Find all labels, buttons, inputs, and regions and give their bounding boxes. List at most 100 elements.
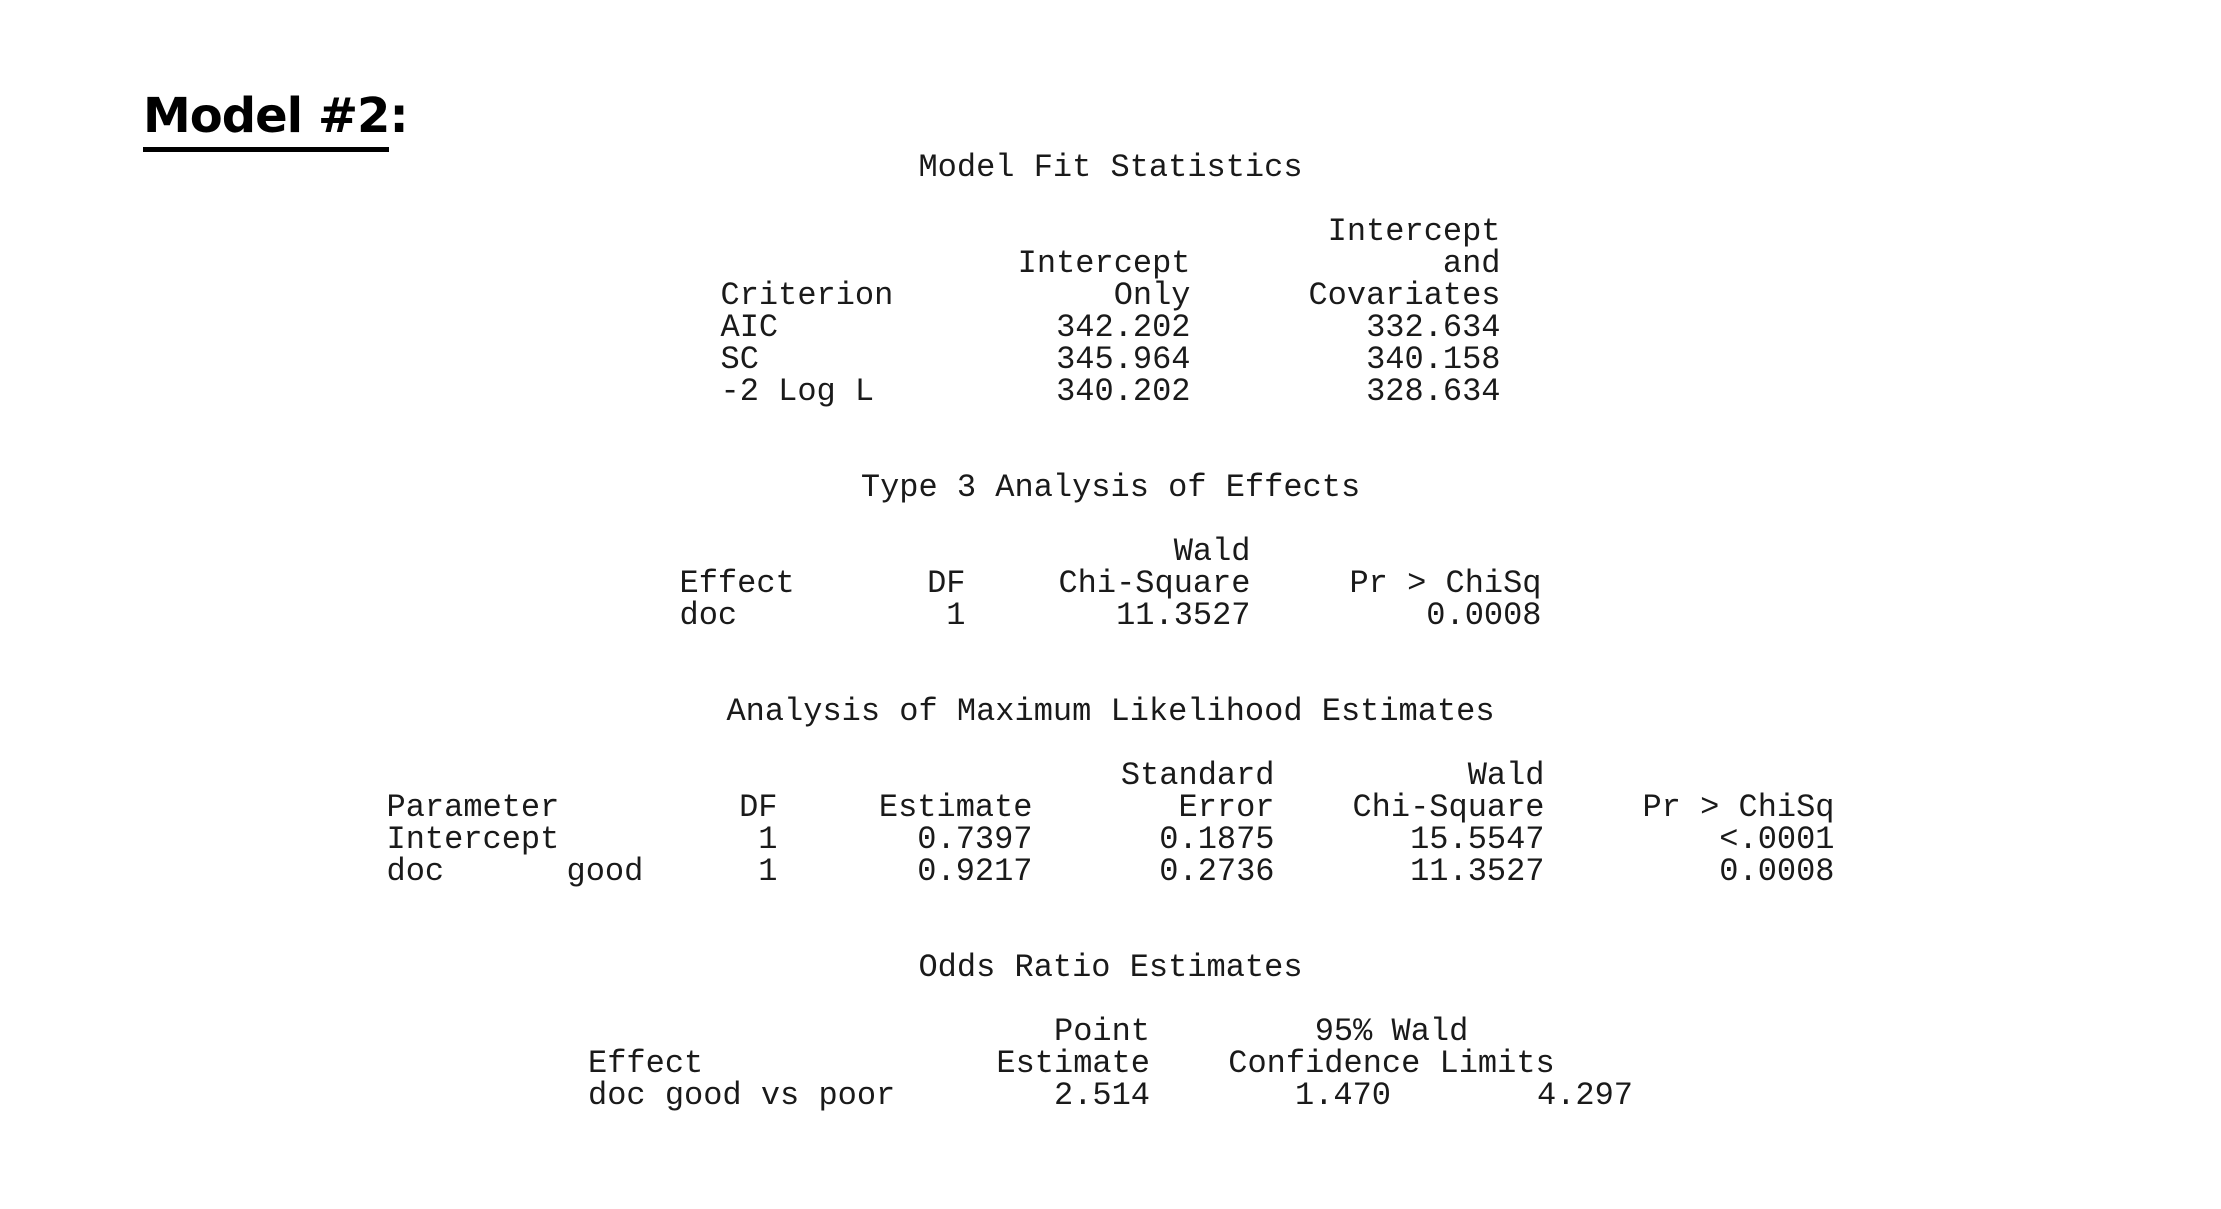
col-header xyxy=(671,760,778,792)
cell-estimate: 0.7397 xyxy=(917,821,1033,858)
table-row: doc good 1 0.9217 0.2736 11.3527 0.0008 xyxy=(387,856,1835,888)
col-header xyxy=(567,792,671,824)
cell-level: good xyxy=(566,853,644,890)
col-header: Chi-Square xyxy=(1058,565,1251,602)
header-row: Criterion Only Covariates xyxy=(721,280,1501,312)
col-header xyxy=(588,1016,908,1048)
col-header: DF xyxy=(927,565,966,602)
cell-pr-chisq: 0.0008 xyxy=(1719,853,1835,890)
col-header: Chi-Square xyxy=(1352,789,1545,826)
col-header xyxy=(721,216,901,248)
cell-intercept-only: 340.202 xyxy=(1056,373,1191,410)
col-header: Parameter xyxy=(386,789,560,826)
cell-wald-chi-square: 15.5547 xyxy=(1410,821,1545,858)
col-header: Wald xyxy=(1467,757,1545,794)
table-row: doc 1 11.3527 0.0008 xyxy=(680,600,1542,632)
max-likelihood-estimates-table: Standard Wald Parameter DF Estimate Erro… xyxy=(387,760,1835,888)
col-header xyxy=(1545,760,1835,792)
col-header: DF xyxy=(739,789,778,826)
section-title: Type 3 Analysis of Effects xyxy=(860,469,1361,506)
col-header: Effect xyxy=(588,1045,704,1082)
section-title: Model Fit Statistics xyxy=(918,149,1303,186)
col-header: Criterion xyxy=(720,277,894,314)
table-row: SC 345.964 340.158 xyxy=(721,344,1501,376)
col-header xyxy=(800,536,966,568)
col-header: Wald xyxy=(1173,533,1251,570)
type3-analysis-section: Type 3 Analysis of Effects Wald Effect D… xyxy=(0,472,2221,632)
cell-intercept-covariates: 332.634 xyxy=(1366,309,1501,346)
odds-ratio-estimates-section: Odds Ratio Estimates Point 95% Wald Effe… xyxy=(0,952,2221,1112)
page-title-text: Model #2 xyxy=(143,88,390,152)
col-header: Intercept xyxy=(1327,213,1501,250)
col-header: Estimate xyxy=(996,1045,1150,1082)
cell-df: 1 xyxy=(758,853,778,890)
cell-level xyxy=(567,824,671,856)
header-row: Parameter DF Estimate Error Chi-Square P… xyxy=(387,792,1835,824)
cell-pr-chisq: 0.0008 xyxy=(1426,597,1542,634)
header-row: Point 95% Wald xyxy=(588,1016,1633,1048)
col-header xyxy=(778,760,1033,792)
cell-effect: doc xyxy=(679,597,738,634)
page-title-colon: : xyxy=(389,88,408,144)
section-title: Analysis of Maximum Likelihood Estimates xyxy=(726,693,1495,730)
max-likelihood-estimates-section: Analysis of Maximum Likelihood Estimates… xyxy=(0,696,2221,888)
cell-criterion: AIC xyxy=(720,309,779,346)
table-row: -2 Log L 340.202 328.634 xyxy=(721,376,1501,408)
col-header xyxy=(1251,536,1542,568)
table-row: Intercept 1 0.7397 0.1875 15.5547 <.0001 xyxy=(387,824,1835,856)
cell-wald-chi-square: 11.3527 xyxy=(1116,597,1251,634)
odds-ratio-estimates-table: Point 95% Wald Effect Estimate Confidenc… xyxy=(588,1016,1633,1112)
section-title: Odds Ratio Estimates xyxy=(918,949,1303,986)
header-row: Wald xyxy=(680,536,1542,568)
col-header xyxy=(901,216,1191,248)
cell-wald-chi-square: 11.3527 xyxy=(1410,853,1545,890)
col-header xyxy=(387,760,567,792)
header-row: Intercept and xyxy=(721,248,1501,280)
cell-ci-lower: 1.470 xyxy=(1294,1077,1391,1114)
page-title: Model #2: xyxy=(143,88,409,152)
col-header: Standard xyxy=(1120,757,1275,794)
col-header xyxy=(721,248,901,280)
col-header xyxy=(680,536,800,568)
col-header: and xyxy=(1442,245,1501,282)
model-fit-statistics-table: Intercept Intercept and Criterion Only C… xyxy=(721,216,1501,408)
cell-effect: doc good vs poor xyxy=(588,1077,896,1114)
col-header: 95% Wald xyxy=(1314,1013,1469,1050)
cell-std-error: 0.2736 xyxy=(1159,853,1275,890)
col-header: Covariates xyxy=(1308,277,1501,314)
cell-df: 1 xyxy=(758,821,778,858)
col-header: Point xyxy=(1053,1013,1150,1050)
type3-analysis-table: Wald Effect DF Chi-Square Pr > ChiSq doc… xyxy=(680,536,1542,632)
col-header: Pr > ChiSq xyxy=(1642,789,1835,826)
cell-intercept-only: 342.202 xyxy=(1056,309,1191,346)
col-header: Effect xyxy=(679,565,795,602)
col-header: Pr > ChiSq xyxy=(1349,565,1542,602)
col-header xyxy=(567,760,671,792)
table-row: AIC 342.202 332.634 xyxy=(721,312,1501,344)
cell-point-estimate: 2.514 xyxy=(1053,1077,1150,1114)
cell-criterion: -2 Log L xyxy=(720,373,875,410)
header-row: Effect Estimate Confidence Limits xyxy=(588,1048,1633,1080)
col-header: Intercept xyxy=(1017,245,1191,282)
header-row: Standard Wald xyxy=(387,760,1835,792)
sas-listing-output: Model Fit Statistics Intercept Intercept… xyxy=(0,152,2221,1176)
col-header: Error xyxy=(1178,789,1275,826)
cell-std-error: 0.1875 xyxy=(1159,821,1275,858)
header-row: Intercept xyxy=(721,216,1501,248)
table-row: doc good vs poor 2.514 1.470 4.297 xyxy=(588,1080,1633,1112)
col-header: Only xyxy=(1113,277,1191,314)
col-header: Confidence Limits xyxy=(1228,1045,1555,1082)
cell-df: 1 xyxy=(946,597,966,634)
cell-parameter: Intercept xyxy=(386,821,560,858)
col-header: Estimate xyxy=(878,789,1033,826)
cell-intercept-covariates: 328.634 xyxy=(1366,373,1501,410)
cell-parameter: doc xyxy=(386,853,445,890)
cell-estimate: 0.9217 xyxy=(917,853,1033,890)
cell-intercept-covariates: 340.158 xyxy=(1366,341,1501,378)
cell-pr-chisq: <.0001 xyxy=(1719,821,1835,858)
cell-intercept-only: 345.964 xyxy=(1056,341,1191,378)
cell-ci-upper: 4.297 xyxy=(1536,1077,1633,1114)
cell-criterion: SC xyxy=(720,341,759,378)
header-row: Effect DF Chi-Square Pr > ChiSq xyxy=(680,568,1542,600)
